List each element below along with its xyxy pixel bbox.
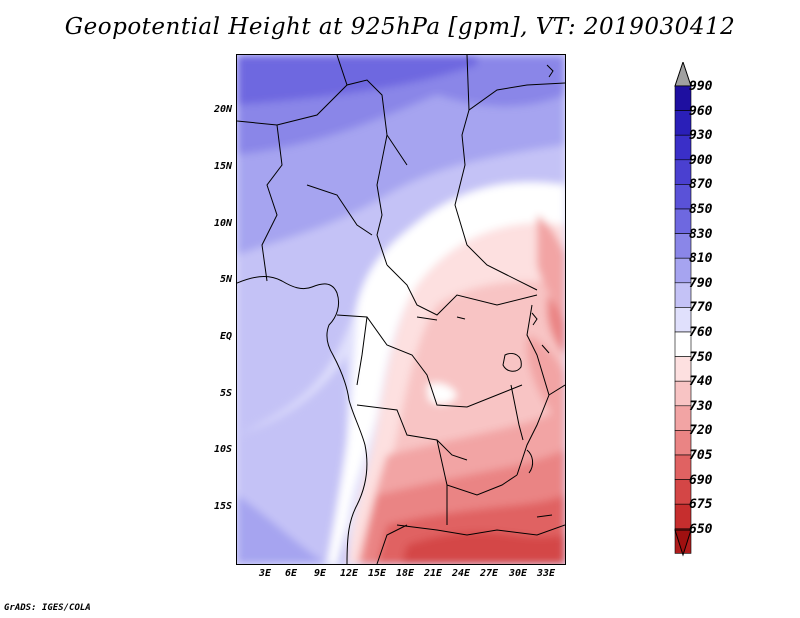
lon-label-15e: 15E xyxy=(367,568,387,579)
colorbar-label: 650 xyxy=(689,521,713,537)
colorbar-label: 750 xyxy=(689,349,713,365)
lon-label-6e: 6E xyxy=(284,568,298,579)
colorbar-label: 870 xyxy=(689,177,713,193)
lon-label-30e: 30E xyxy=(508,568,528,579)
lon-label-27e: 27E xyxy=(479,568,499,579)
colorbar-label: 705 xyxy=(689,448,713,463)
lat-label-15n: 15N xyxy=(213,161,232,172)
colorbar-label: 690 xyxy=(689,472,713,488)
colorbar xyxy=(673,60,703,559)
colorbar-label: 850 xyxy=(689,202,713,217)
colorbar-label: 810 xyxy=(689,251,713,267)
colorbar-label: 990 xyxy=(689,79,713,94)
lat-label-5n: 5N xyxy=(219,274,232,285)
lon-label-18e: 18E xyxy=(395,568,415,579)
lat-label-15s: 15S xyxy=(213,501,232,512)
lat-label-10s: 10S xyxy=(213,444,232,455)
colorbar-label: 900 xyxy=(689,152,713,168)
lon-label-24e: 24E xyxy=(451,568,471,579)
lon-label-9e: 9E xyxy=(313,568,327,579)
map-panel xyxy=(236,54,566,565)
colorbar-label: 730 xyxy=(689,398,713,414)
geopotential-field xyxy=(237,55,565,564)
colorbar-label: 740 xyxy=(689,374,713,390)
lon-label-33e: 33E xyxy=(536,568,556,579)
colorbar-label: 960 xyxy=(689,103,713,119)
lat-label-20n: 20N xyxy=(213,104,232,115)
map-title: Geopotential Height at 925hPa [gpm], VT:… xyxy=(64,14,736,40)
country-borders xyxy=(237,55,565,564)
colorbar-graphic xyxy=(674,60,692,557)
colorbar-label: 720 xyxy=(689,423,713,439)
colorbar-label: 770 xyxy=(689,300,713,316)
colorbar-label: 675 xyxy=(689,497,713,513)
colorbar-label: 830 xyxy=(689,226,713,242)
colorbar-label: 930 xyxy=(689,128,713,144)
lon-label-3e: 3E xyxy=(258,568,272,579)
grads-credit: GrADS: IGES/COLA xyxy=(4,603,91,613)
colorbar-label: 790 xyxy=(689,275,713,291)
lon-label-21e: 21E xyxy=(423,568,443,579)
colorbar-label: 760 xyxy=(689,325,713,340)
colorbar-bottom-arrow xyxy=(674,529,692,557)
lat-label-eq: EQ xyxy=(219,331,232,342)
lat-label-5s: 5S xyxy=(219,388,232,399)
lat-label-10n: 10N xyxy=(213,218,232,229)
lon-label-12e: 12E xyxy=(339,568,359,579)
